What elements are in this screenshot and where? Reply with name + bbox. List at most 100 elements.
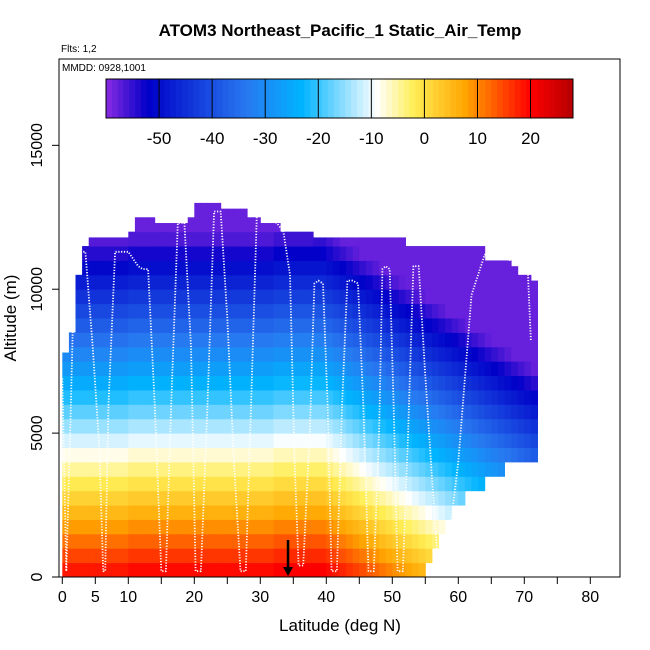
colorbar-tick-label: -10 [359,129,384,148]
heatmap-cell [293,548,301,564]
heatmap-cell [385,505,393,520]
heatmap-cell [425,361,433,377]
colorbar-swatch [199,79,206,118]
colorbar-swatch [152,79,159,118]
heatmap-cell [313,260,321,276]
heatmap-cell [227,562,235,578]
heatmap-cell [194,505,202,520]
heatmap-cell [346,332,354,348]
heatmap-cell [207,260,215,276]
heatmap-cell [398,375,406,391]
heatmap-cell [95,505,103,520]
heatmap-cell [95,289,103,305]
heatmap-cell [75,318,83,333]
heatmap-cell [412,389,420,405]
heatmap-cell [121,519,129,535]
heatmap-cell [326,246,334,261]
heatmap-cell [445,404,453,420]
heatmap-cell [62,461,70,477]
heatmap-cell [240,418,248,434]
heatmap-cell [214,318,222,333]
heatmap-cell [451,375,459,391]
heatmap-cell [339,318,347,333]
heatmap-cell [405,332,413,348]
heatmap-cell [484,318,492,333]
heatmap-cell [128,361,136,377]
heatmap-cell [154,404,162,420]
heatmap-cell [306,505,314,520]
heatmap-cell [247,289,255,305]
heatmap-cell [95,562,103,578]
heatmap-cell [247,318,255,333]
heatmap-cell [68,519,76,535]
heatmap-cell [82,318,90,333]
heatmap-cell [478,404,486,420]
heatmap-cell [273,418,281,434]
heatmap-cell [398,418,406,434]
heatmap-cell [247,389,255,405]
colorbar-swatch [170,79,177,118]
heatmap-cell [75,548,83,564]
heatmap-cell [247,332,255,348]
heatmap-cell [154,289,162,305]
x-tick-label: 30 [251,589,269,606]
heatmap-cell [504,433,512,448]
heatmap-cell [101,375,109,391]
heatmap-cell [346,404,354,420]
heatmap-cell [247,562,255,578]
heatmap-cell [233,346,241,362]
heatmap-cell [187,461,195,477]
heatmap-cell [233,303,241,319]
heatmap-cell [524,361,532,377]
heatmap-cell [207,505,215,520]
heatmap-cell [174,289,182,305]
heatmap-cell [220,246,228,261]
heatmap-cell [405,346,413,362]
heatmap-cell [214,562,222,578]
heatmap-cell [207,533,215,549]
heatmap-cell [464,289,472,305]
heatmap-cell [524,447,532,463]
heatmap-cell [365,246,373,261]
heatmap-cell [121,361,129,377]
heatmap-cell [326,404,334,420]
heatmap-cell [306,260,314,276]
heatmap-cell [517,318,525,333]
heatmap-cell [379,246,387,261]
heatmap-cell [392,562,400,578]
heatmap-cell [220,361,228,377]
heatmap-cell [134,418,142,434]
heatmap-cell [286,246,294,261]
heatmap-cell [425,505,433,520]
heatmap-cell [280,490,288,506]
heatmap-cell [260,519,268,535]
heatmap-cell [412,346,420,362]
heatmap-cell [464,318,472,333]
heatmap-cell [128,346,136,362]
heatmap-cell [115,461,123,477]
heatmap-cell [181,476,189,492]
heatmap-cell [75,361,83,377]
heatmap-cell [484,404,492,420]
heatmap-cell [141,289,149,305]
heatmap-cell [260,260,268,276]
heatmap-cell [352,490,360,506]
heatmap-cell [471,375,479,391]
heatmap-cell [392,389,400,405]
heatmap-cell [346,461,354,477]
heatmap-cell [425,346,433,362]
heatmap-cell [260,490,268,506]
colorbar-swatch [497,79,504,118]
heatmap-cell [200,231,208,247]
heatmap-cell [412,332,420,348]
heatmap-cell [273,346,281,362]
heatmap-cell [240,318,248,333]
heatmap-cell [372,461,380,477]
heatmap-cell [240,246,248,261]
heatmap-cell [418,246,426,261]
plot-frame [58,58,621,578]
heatmap-cell [214,260,222,276]
heatmap-cell [141,490,149,506]
heatmap-cell [431,533,439,549]
heatmap-cell [418,476,426,492]
